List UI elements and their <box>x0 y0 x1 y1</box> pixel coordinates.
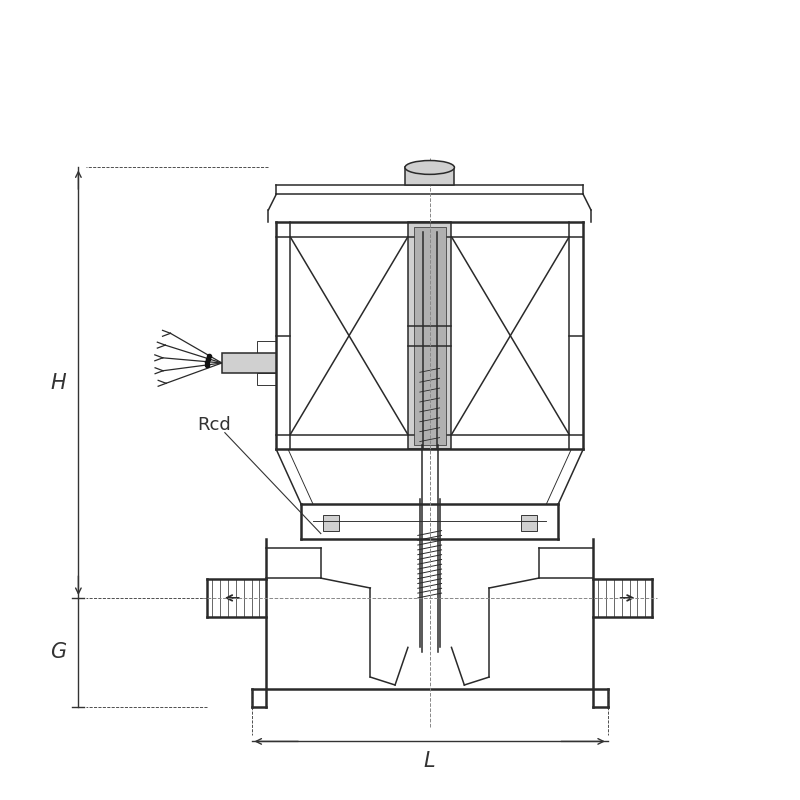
Bar <box>521 514 537 530</box>
Bar <box>323 514 338 530</box>
Text: H: H <box>50 373 66 393</box>
Text: L: L <box>424 751 435 771</box>
Bar <box>408 222 451 450</box>
Bar <box>222 353 276 373</box>
Bar <box>257 342 276 353</box>
Text: G: G <box>50 642 66 662</box>
Bar <box>414 227 446 445</box>
Ellipse shape <box>405 161 454 174</box>
Bar <box>257 373 276 385</box>
Text: Rcd: Rcd <box>197 416 231 434</box>
Bar <box>405 167 454 186</box>
